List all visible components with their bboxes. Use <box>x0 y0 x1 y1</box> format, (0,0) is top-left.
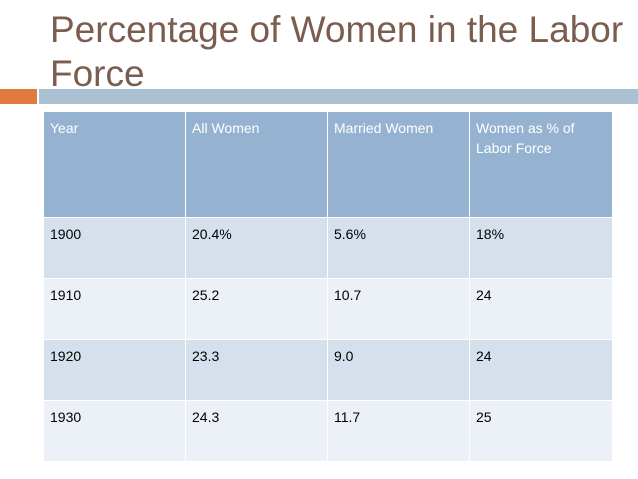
cell-all-women: 25.2 <box>185 278 328 340</box>
header-year: Year <box>43 111 186 218</box>
title-accent-bar <box>0 89 37 104</box>
cell-women-pct: 24 <box>469 339 613 401</box>
table-row: 1920 23.3 9.0 24 <box>43 339 613 401</box>
cell-married-women: 9.0 <box>327 339 470 401</box>
table-row: 1930 24.3 11.7 25 <box>43 400 613 462</box>
cell-year: 1920 <box>43 339 186 401</box>
table-row: 1900 20.4% 5.6% 18% <box>43 217 613 279</box>
header-women-pct-labor-force: Women as % of Labor Force <box>469 111 613 218</box>
cell-year: 1900 <box>43 217 186 279</box>
cell-married-women: 5.6% <box>327 217 470 279</box>
cell-women-pct: 18% <box>469 217 613 279</box>
labor-force-table: Year All Women Married Women Women as % … <box>43 111 613 462</box>
table-row: 1910 25.2 10.7 24 <box>43 278 613 340</box>
header-all-women: All Women <box>185 111 328 218</box>
cell-year: 1930 <box>43 400 186 462</box>
cell-women-pct: 24 <box>469 278 613 340</box>
cell-all-women: 23.3 <box>185 339 328 401</box>
cell-married-women: 10.7 <box>327 278 470 340</box>
cell-year: 1910 <box>43 278 186 340</box>
title-rule <box>39 89 638 104</box>
cell-women-pct: 25 <box>469 400 613 462</box>
cell-married-women: 11.7 <box>327 400 470 462</box>
header-married-women: Married Women <box>327 111 470 218</box>
table-header-row: Year All Women Married Women Women as % … <box>43 111 613 218</box>
cell-all-women: 24.3 <box>185 400 328 462</box>
cell-all-women: 20.4% <box>185 217 328 279</box>
slide-title: Percentage of Women in the Labor Force <box>50 9 624 94</box>
